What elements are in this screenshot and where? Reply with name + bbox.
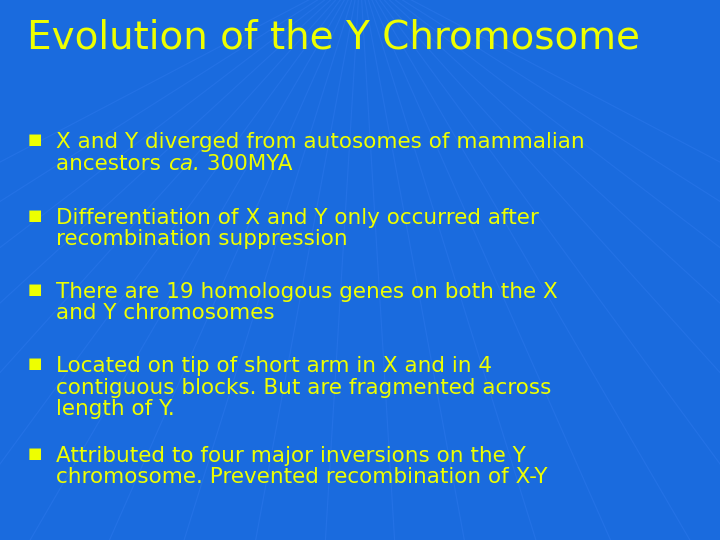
Text: Evolution of the Y Chromosome: Evolution of the Y Chromosome xyxy=(27,19,640,57)
Text: Located on tip of short arm in X and in 4: Located on tip of short arm in X and in … xyxy=(56,356,492,376)
Text: ■: ■ xyxy=(27,132,42,147)
Text: X and Y diverged from autosomes of mammalian: X and Y diverged from autosomes of mamma… xyxy=(56,132,585,152)
Text: and Y chromosomes: and Y chromosomes xyxy=(56,303,275,323)
Text: ca.: ca. xyxy=(168,154,199,174)
Text: ancestors: ancestors xyxy=(56,154,168,174)
Text: There are 19 homologous genes on both the X: There are 19 homologous genes on both th… xyxy=(56,282,558,302)
Text: Attributed to four major inversions on the Y: Attributed to four major inversions on t… xyxy=(56,446,526,465)
Text: chromosome. Prevented recombination of X-Y: chromosome. Prevented recombination of X… xyxy=(56,467,548,487)
Text: ■: ■ xyxy=(27,282,42,297)
Text: 300MYA: 300MYA xyxy=(199,154,292,174)
Text: recombination suppression: recombination suppression xyxy=(56,230,348,249)
Text: contiguous blocks. But are fragmented across: contiguous blocks. But are fragmented ac… xyxy=(56,378,552,398)
Text: Differentiation of X and Y only occurred after: Differentiation of X and Y only occurred… xyxy=(56,208,539,228)
Text: length of Y.: length of Y. xyxy=(56,399,175,419)
Text: ■: ■ xyxy=(27,208,42,223)
Text: ■: ■ xyxy=(27,446,42,461)
Text: ■: ■ xyxy=(27,356,42,372)
